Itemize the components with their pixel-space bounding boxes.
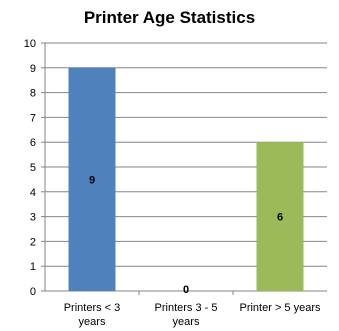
- y-tick-label: 5: [30, 162, 36, 174]
- y-tick-label: 9: [30, 63, 36, 75]
- x-tick-label: Printers < 3 years: [64, 302, 121, 328]
- y-tick-label: 3: [30, 212, 36, 224]
- y-tick-label: 1: [30, 261, 36, 273]
- labels: 0 1 2 3 4 5 6 7 8 9 10 9 Printers < 3 years 0 Printers …: [24, 38, 321, 328]
- y-tick-label: 10: [24, 38, 36, 50]
- data-label: 0: [183, 284, 189, 296]
- bars: [68, 67, 304, 291]
- y-tick-label: 2: [30, 236, 36, 248]
- x-tick-label: Printer > 5 years: [239, 302, 321, 314]
- bar: [256, 142, 304, 291]
- data-label: 6: [277, 212, 283, 224]
- y-tick-label: 0: [30, 286, 36, 298]
- y-tick-label: 6: [30, 137, 36, 149]
- bar: [68, 67, 116, 291]
- x-tick-label: Printers 3 - 5 years: [155, 302, 218, 328]
- chart-title: Printer Age Statistics: [83, 8, 256, 27]
- y-tick-label: 4: [30, 187, 36, 199]
- y-tick-label: 8: [30, 88, 36, 100]
- y-tick-label: 7: [30, 112, 36, 124]
- data-label: 9: [89, 174, 95, 186]
